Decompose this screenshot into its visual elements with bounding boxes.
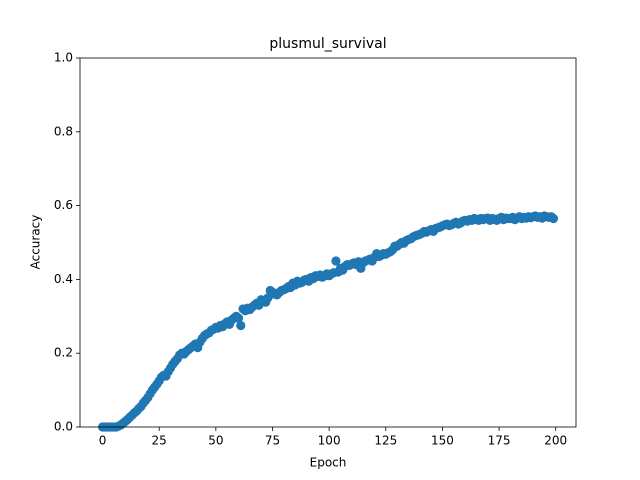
- x-tick-label: 200: [544, 434, 567, 448]
- y-axis-label: Accuracy: [29, 215, 43, 270]
- y-tick-label: 0.2: [54, 346, 73, 360]
- x-tick-label: 150: [431, 434, 454, 448]
- x-tick-label: 175: [488, 434, 511, 448]
- x-tick-label: 50: [208, 434, 223, 448]
- point: [236, 320, 246, 331]
- y-tick-label: 0.8: [54, 124, 73, 138]
- point: [331, 256, 341, 266]
- y-tick-label: 0.4: [54, 272, 73, 286]
- y-tick-label: 1.0: [54, 51, 73, 65]
- x-tick-label: 0: [99, 434, 107, 448]
- plot-frame: [79, 57, 577, 428]
- point: [548, 213, 559, 224]
- y-tick-label: 0.0: [54, 420, 73, 434]
- x-tick-label: 25: [152, 434, 167, 448]
- x-tick-label: 75: [265, 434, 280, 448]
- point: [233, 313, 244, 323]
- x-axis-label: Epoch: [310, 456, 347, 470]
- x-tick-label: 125: [374, 434, 397, 448]
- y-tick-label: 0.6: [54, 198, 73, 212]
- chart-title: plusmul_survival: [269, 36, 386, 52]
- x-tick-label: 100: [318, 434, 341, 448]
